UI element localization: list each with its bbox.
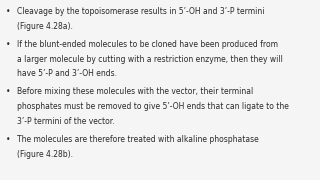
Text: a larger molecule by cutting with a restriction enzyme, then they will: a larger molecule by cutting with a rest… (17, 55, 283, 64)
Text: •: • (6, 7, 10, 16)
Text: •: • (6, 135, 10, 144)
Text: Before mixing these molecules with the vector, their terminal: Before mixing these molecules with the v… (17, 87, 253, 96)
Text: •: • (6, 87, 10, 96)
Text: phosphates must be removed to give 5’-OH ends that can ligate to the: phosphates must be removed to give 5’-OH… (17, 102, 289, 111)
Text: have 5’-P and 3’-OH ends.: have 5’-P and 3’-OH ends. (17, 69, 117, 78)
Text: 3’-P termini of the vector.: 3’-P termini of the vector. (17, 117, 114, 126)
Text: The molecules are therefore treated with alkaline phosphatase: The molecules are therefore treated with… (17, 135, 258, 144)
Text: (Figure 4.28a).: (Figure 4.28a). (17, 22, 73, 31)
Text: •: • (6, 40, 10, 49)
Text: (Figure 4.28b).: (Figure 4.28b). (17, 150, 73, 159)
Text: Cleavage by the topoisomerase results in 5’-OH and 3’-P termini: Cleavage by the topoisomerase results in… (17, 7, 264, 16)
Text: If the blunt-ended molecules to be cloned have been produced from: If the blunt-ended molecules to be clone… (17, 40, 278, 49)
